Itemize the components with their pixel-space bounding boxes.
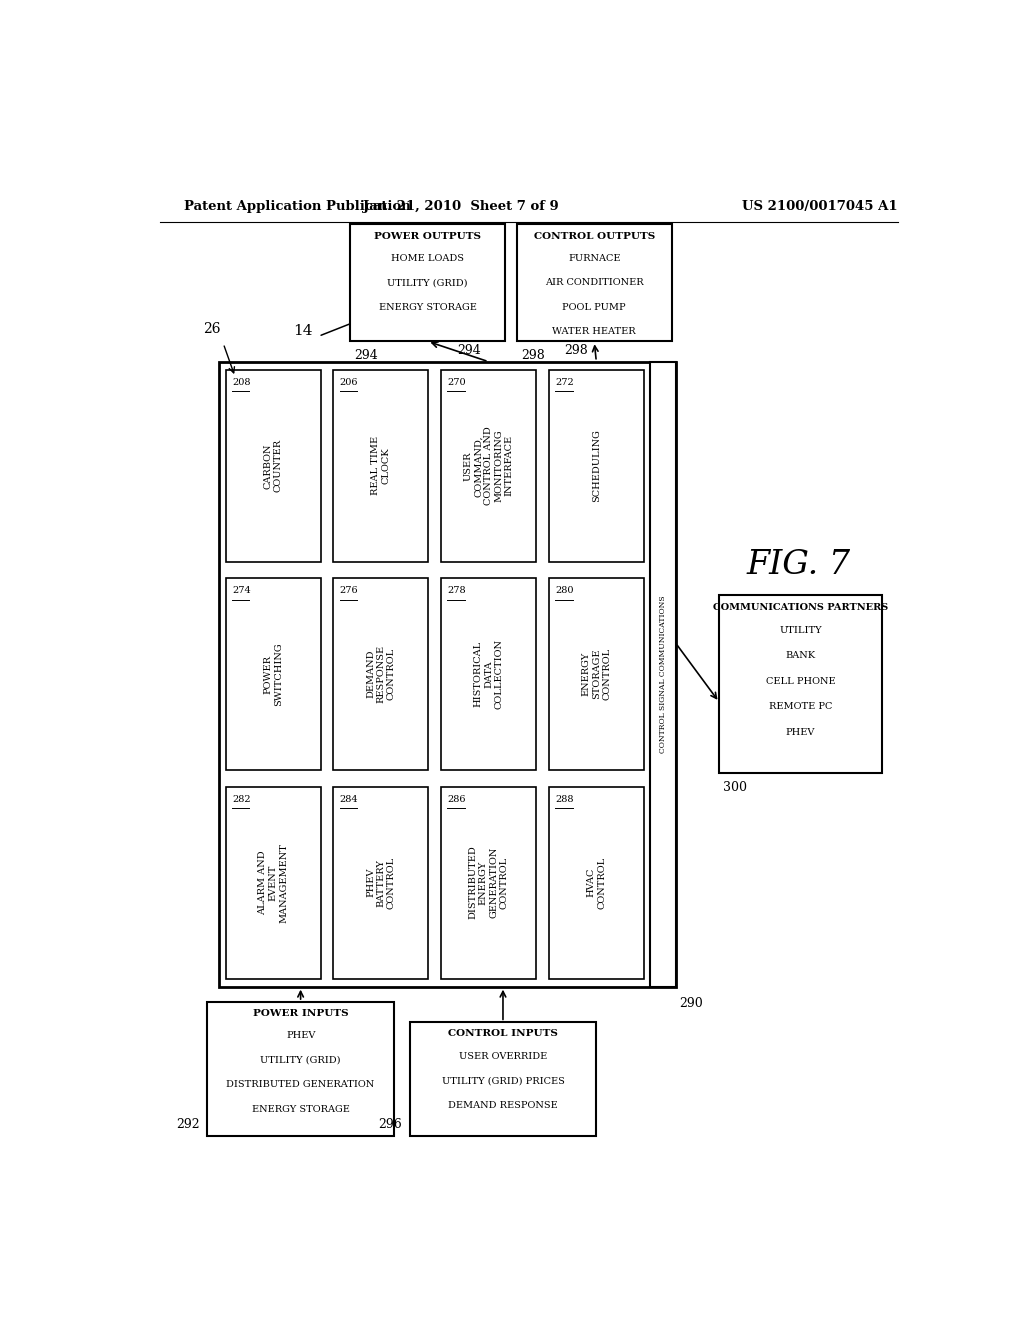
Text: DEMAND RESPONSE: DEMAND RESPONSE (449, 1101, 558, 1110)
Text: CONTROL SIGNAL COMMUNICATIONS: CONTROL SIGNAL COMMUNICATIONS (658, 595, 667, 752)
Text: ENERGY STORAGE: ENERGY STORAGE (379, 302, 476, 312)
Text: 14: 14 (293, 325, 312, 338)
Text: 282: 282 (232, 795, 251, 804)
Text: 294: 294 (457, 343, 480, 356)
Text: ALARM AND
EVENT
MANAGEMENT: ALARM AND EVENT MANAGEMENT (258, 842, 288, 923)
Text: AIR CONDITIONER: AIR CONDITIONER (545, 279, 643, 288)
Text: 280: 280 (555, 586, 573, 595)
Bar (225, 787, 321, 978)
Text: 270: 270 (447, 378, 466, 387)
Text: POWER OUTPUTS: POWER OUTPUTS (374, 231, 481, 240)
Text: PHEV: PHEV (286, 1031, 315, 1040)
Text: 276: 276 (340, 586, 358, 595)
Text: HISTORICAL
DATA
COLLECTION: HISTORICAL DATA COLLECTION (474, 639, 504, 709)
Bar (410, 1022, 596, 1137)
Text: 294: 294 (354, 350, 378, 363)
Bar (219, 362, 676, 987)
Text: 298: 298 (521, 350, 545, 363)
Text: Patent Application Publication: Patent Application Publication (183, 199, 411, 213)
Text: Jan. 21, 2010  Sheet 7 of 9: Jan. 21, 2010 Sheet 7 of 9 (364, 199, 559, 213)
Text: 26: 26 (203, 322, 220, 337)
Bar (549, 370, 644, 562)
Text: 278: 278 (447, 586, 466, 595)
Bar (549, 578, 644, 771)
Text: USER OVERRIDE: USER OVERRIDE (459, 1052, 547, 1061)
Text: 274: 274 (232, 586, 251, 595)
Text: 292: 292 (176, 1118, 200, 1131)
Text: USER
COMMAND,
CONTROL AND
MONITORING
INTERFACE: USER COMMAND, CONTROL AND MONITORING INT… (463, 426, 514, 506)
Text: 288: 288 (555, 795, 573, 804)
Bar (334, 578, 428, 771)
Bar (650, 362, 676, 987)
Text: BANK: BANK (785, 651, 816, 660)
Text: DEMAND
RESPONSE
CONTROL: DEMAND RESPONSE CONTROL (366, 645, 395, 704)
Text: POOL PUMP: POOL PUMP (562, 302, 626, 312)
Text: DISTRIBUTED
ENERGY
GENERATION
CONTROL: DISTRIBUTED ENERGY GENERATION CONTROL (469, 846, 509, 920)
Text: HOME LOADS: HOME LOADS (391, 253, 464, 263)
Text: ENERGY STORAGE: ENERGY STORAGE (252, 1105, 349, 1114)
Text: 298: 298 (564, 343, 589, 356)
Text: CELL PHONE: CELL PHONE (766, 677, 836, 686)
Text: COMMUNICATIONS PARTNERS: COMMUNICATIONS PARTNERS (713, 602, 888, 611)
Text: 272: 272 (555, 378, 573, 387)
Bar (719, 595, 882, 774)
Text: POWER INPUTS: POWER INPUTS (253, 1008, 348, 1018)
Text: SCHEDULING: SCHEDULING (592, 429, 601, 503)
Text: FIG. 7: FIG. 7 (746, 549, 851, 581)
Text: 206: 206 (340, 378, 358, 387)
Text: UTILITY (GRID): UTILITY (GRID) (387, 279, 468, 288)
Text: CARBON
COUNTER: CARBON COUNTER (263, 440, 283, 492)
Text: CONTROL INPUTS: CONTROL INPUTS (449, 1030, 558, 1039)
Text: UTILITY (GRID) PRICES: UTILITY (GRID) PRICES (441, 1076, 564, 1085)
Bar (441, 787, 537, 978)
Text: REAL TIME
CLOCK: REAL TIME CLOCK (371, 437, 390, 495)
Text: UTILITY: UTILITY (779, 626, 822, 635)
Text: PHEV: PHEV (785, 727, 815, 737)
Text: ENERGY
STORAGE
CONTROL: ENERGY STORAGE CONTROL (582, 648, 611, 701)
Bar (225, 370, 321, 562)
Bar (350, 224, 505, 342)
Text: REMOTE PC: REMOTE PC (769, 702, 833, 711)
Text: UTILITY (GRID): UTILITY (GRID) (260, 1056, 341, 1065)
Text: 284: 284 (340, 795, 358, 804)
Text: 300: 300 (723, 781, 748, 795)
Text: POWER
SWITCHING: POWER SWITCHING (263, 643, 283, 706)
Bar (441, 370, 537, 562)
Bar (334, 370, 428, 562)
Bar (441, 578, 537, 771)
Bar (334, 787, 428, 978)
Text: 286: 286 (447, 795, 466, 804)
Text: WATER HEATER: WATER HEATER (552, 327, 636, 337)
Text: US 2100/0017045 A1: US 2100/0017045 A1 (742, 199, 898, 213)
Text: FURNACE: FURNACE (568, 253, 621, 263)
Text: 290: 290 (680, 997, 703, 1010)
Text: PHEV
BATTERY
CONTROL: PHEV BATTERY CONTROL (366, 857, 395, 908)
Text: 296: 296 (378, 1118, 401, 1131)
Bar (517, 224, 672, 342)
Bar (225, 578, 321, 771)
Bar (549, 787, 644, 978)
Text: DISTRIBUTED GENERATION: DISTRIBUTED GENERATION (226, 1080, 375, 1089)
Text: 208: 208 (232, 378, 251, 387)
Text: CONTROL OUTPUTS: CONTROL OUTPUTS (534, 231, 655, 240)
Text: HVAC
CONTROL: HVAC CONTROL (587, 857, 606, 908)
Bar (207, 1002, 394, 1137)
